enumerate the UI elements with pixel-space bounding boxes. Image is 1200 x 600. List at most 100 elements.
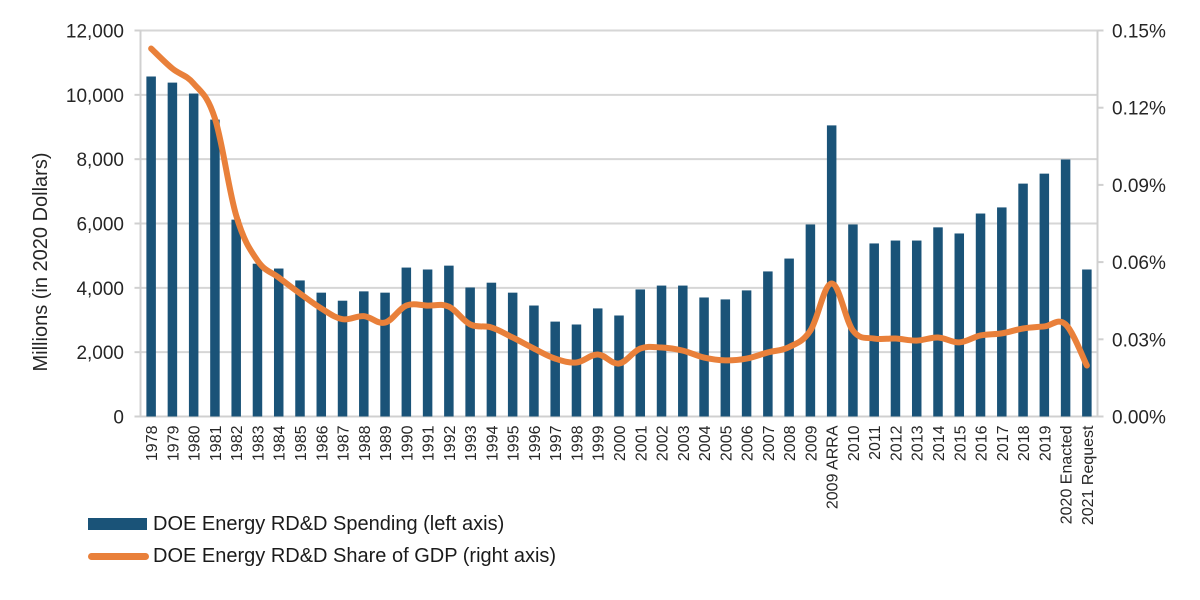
bar bbox=[465, 288, 475, 417]
x-tick-label: 1980 bbox=[187, 425, 204, 461]
gridlines bbox=[141, 31, 1098, 353]
bar bbox=[295, 280, 305, 416]
x-tick-label: 2005 bbox=[718, 425, 735, 461]
x-tick-label: 1986 bbox=[314, 425, 331, 461]
x-tick-label: 2009 ARRA bbox=[825, 425, 842, 509]
bar bbox=[423, 269, 433, 416]
x-tick-label: 2019 bbox=[1037, 425, 1054, 461]
x-tick-label: 2008 bbox=[782, 425, 799, 461]
bar bbox=[763, 271, 773, 416]
x-tick-label: 1997 bbox=[548, 425, 565, 461]
x-tick-label: 1979 bbox=[165, 425, 182, 461]
x-tick-label: 2016 bbox=[974, 425, 991, 461]
x-tick-label: 1987 bbox=[336, 425, 353, 461]
bar bbox=[1040, 174, 1050, 417]
x-tick-label: 2009 bbox=[803, 425, 820, 461]
x-tick-label: 2010 bbox=[846, 425, 863, 461]
x-tick-label: 1978 bbox=[144, 425, 161, 461]
bar bbox=[380, 293, 390, 417]
left-tick-label: 4,000 bbox=[76, 279, 124, 300]
left-tick-label: 6,000 bbox=[76, 215, 124, 236]
bar bbox=[550, 322, 560, 417]
legend-label-spending: DOE Energy RD&D Spending (left axis) bbox=[153, 513, 504, 536]
x-tick-label: 2012 bbox=[888, 425, 905, 461]
bar bbox=[997, 207, 1007, 416]
x-tick-label: 2004 bbox=[697, 425, 714, 461]
x-tick-label: 2017 bbox=[995, 425, 1012, 461]
x-tick-label: 2000 bbox=[612, 425, 629, 461]
bar bbox=[657, 286, 667, 417]
right-tick-label: 0.03% bbox=[1112, 330, 1166, 351]
left-tick-label: 10,000 bbox=[66, 86, 124, 107]
right-tick-label: 0.00% bbox=[1112, 408, 1166, 429]
legend-swatch-bar bbox=[88, 518, 147, 530]
x-tick-label: 1992 bbox=[442, 425, 459, 461]
right-tick-label: 0.12% bbox=[1112, 99, 1166, 120]
x-tick-label: 1994 bbox=[484, 425, 501, 461]
x-tick-label: 1991 bbox=[421, 425, 438, 461]
right-tick-label: 0.09% bbox=[1112, 176, 1166, 197]
right-tick-label: 0.15% bbox=[1112, 22, 1166, 43]
bar bbox=[210, 120, 220, 417]
x-tick-label: 1985 bbox=[293, 425, 310, 461]
x-tick-label: 1984 bbox=[272, 425, 289, 461]
x-tick-label: 1981 bbox=[208, 425, 225, 461]
x-tick-label: 1982 bbox=[229, 425, 246, 461]
left-tick-label: 2,000 bbox=[76, 343, 124, 364]
x-tick-label: 1993 bbox=[463, 425, 480, 461]
bar bbox=[274, 269, 284, 417]
left-tick-label: 12,000 bbox=[66, 22, 124, 43]
bar bbox=[742, 290, 752, 416]
bar bbox=[359, 291, 369, 416]
legend-item-spending: DOE Energy RD&D Spending (left axis) bbox=[88, 508, 556, 540]
x-tick-label: 2015 bbox=[952, 425, 969, 461]
y-axis-title-left: Millions (in 2020 Dollars) bbox=[30, 153, 52, 372]
x-tick-label: 2013 bbox=[910, 425, 927, 461]
x-tick-label: 2006 bbox=[740, 425, 757, 461]
bar bbox=[784, 259, 794, 417]
x-tick-label: 2002 bbox=[655, 425, 672, 461]
bar bbox=[955, 233, 965, 416]
legend-item-gdp-share: DOE Energy RD&D Share of GDP (right axis… bbox=[88, 540, 556, 572]
bar bbox=[1018, 184, 1028, 417]
left-tick-label: 8,000 bbox=[76, 150, 124, 171]
left-tick-label: 0 bbox=[113, 408, 124, 429]
x-tick-label: 2003 bbox=[676, 425, 693, 461]
bar bbox=[146, 76, 156, 416]
x-tick-label: 1990 bbox=[399, 425, 416, 461]
bar bbox=[231, 220, 241, 417]
x-tick-label: 1983 bbox=[250, 425, 267, 461]
x-tick-label: 1989 bbox=[378, 425, 395, 461]
x-tick-label: 2014 bbox=[931, 425, 948, 461]
legend-label-gdp-share: DOE Energy RD&D Share of GDP (right axis… bbox=[153, 545, 556, 568]
x-tick-label: 2011 bbox=[867, 425, 884, 460]
x-tick-label: 2007 bbox=[761, 425, 778, 461]
bar bbox=[1061, 159, 1071, 416]
bar bbox=[487, 283, 497, 417]
x-tick-label: 1988 bbox=[357, 425, 374, 461]
x-tick-label: 1996 bbox=[527, 425, 544, 461]
bar bbox=[444, 266, 454, 417]
bar bbox=[168, 83, 178, 417]
bar bbox=[189, 94, 199, 417]
bar bbox=[593, 308, 603, 416]
legend: DOE Energy RD&D Spending (left axis) DOE… bbox=[88, 508, 556, 572]
x-tick-label: 2020 Enacted bbox=[1059, 426, 1076, 525]
bar bbox=[1082, 269, 1092, 416]
legend-swatch-line bbox=[88, 553, 149, 560]
bar bbox=[402, 268, 412, 417]
bar bbox=[827, 125, 837, 416]
x-tick-label: 2001 bbox=[633, 425, 650, 461]
bar bbox=[253, 264, 263, 417]
x-tick-label: 1999 bbox=[591, 425, 608, 461]
x-tick-label: 1995 bbox=[506, 425, 523, 461]
bar bbox=[508, 293, 517, 417]
right-tick-label: 0.06% bbox=[1112, 253, 1166, 274]
x-tick-label: 1998 bbox=[569, 425, 586, 461]
bar bbox=[529, 306, 539, 417]
x-tick-label: 2021 Request bbox=[1080, 425, 1097, 525]
bar bbox=[572, 325, 582, 417]
bar bbox=[869, 243, 879, 416]
